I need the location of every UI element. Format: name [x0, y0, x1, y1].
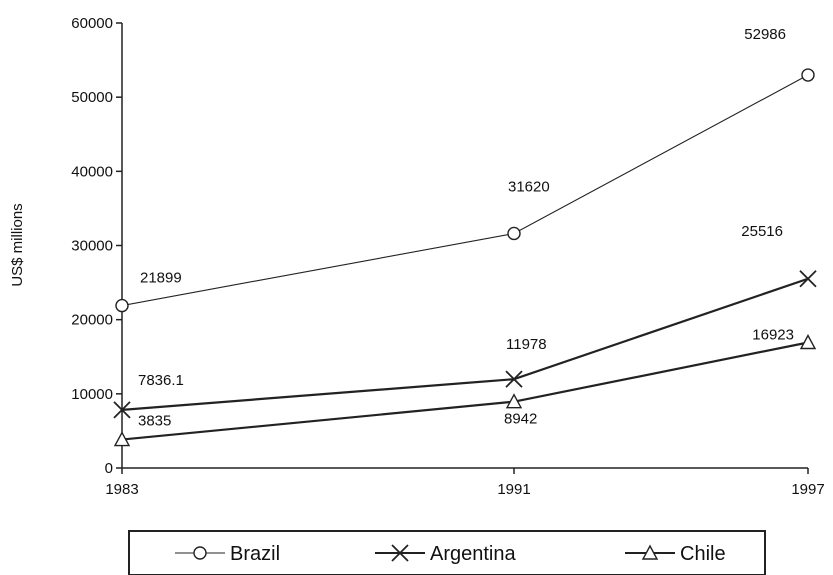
- legend-circle-icon: [193, 546, 207, 560]
- series-layer: [113, 68, 817, 447]
- x-tick-label: 1983: [105, 481, 138, 498]
- legend-label: Argentina: [430, 543, 516, 565]
- series-brazil: [115, 68, 815, 313]
- series-argentina: [113, 270, 817, 419]
- legend-item-chile: Chile: [625, 543, 726, 565]
- legend-item-argentina: Argentina: [375, 543, 516, 565]
- chile-point: [505, 393, 523, 409]
- cross-stroke: [391, 544, 409, 562]
- axes: 0 10000 20000 30000 40000 50000 60000 1983 1991 1…: [71, 15, 824, 498]
- chile-point: [113, 431, 131, 447]
- y-tick-label: 50000: [71, 89, 113, 106]
- cross-stroke: [799, 270, 817, 288]
- brazil-line: [121, 74, 809, 307]
- brazil-point: [507, 226, 521, 241]
- brazil-data-label: 31620: [508, 178, 550, 195]
- argentina-data-label: 25516: [741, 223, 783, 240]
- brazil-point: [115, 298, 129, 313]
- x-tick-label: 1997: [791, 481, 824, 498]
- legend: Brazil Argentina Chile: [128, 530, 766, 575]
- y-tick-label: 30000: [71, 238, 113, 255]
- chile-data-label: 16923: [752, 326, 794, 343]
- y-tick-label: 60000: [71, 15, 113, 32]
- chile-line: [121, 341, 809, 441]
- brazil-point: [801, 68, 815, 82]
- argentina-point: [505, 370, 523, 388]
- brazil-data-label: 21899: [140, 270, 182, 287]
- y-axis-title: US$ millions: [9, 203, 26, 286]
- chile-data-label: 3835: [138, 413, 171, 430]
- legend-label: Brazil: [230, 543, 280, 565]
- argentina-data-label: 7836.1: [138, 372, 184, 389]
- chile-point: [799, 334, 817, 350]
- y-tick-label: 10000: [71, 386, 113, 403]
- x-tick-label: 1991: [497, 481, 530, 498]
- brazil-data-label: 52986: [744, 26, 786, 43]
- argentina-line: [121, 277, 809, 411]
- chile-data-label: 8942: [504, 411, 537, 428]
- argentina-point: [113, 401, 131, 419]
- argentina-data-label: 11978: [506, 336, 547, 353]
- y-tick-label: 20000: [71, 312, 113, 329]
- y-tick-label: 0: [105, 460, 113, 477]
- y-tick-label: 40000: [71, 163, 113, 180]
- legend-cross-icon: [391, 544, 409, 562]
- legend-item-brazil: Brazil: [175, 543, 280, 565]
- cross-stroke: [505, 370, 523, 388]
- cross-stroke: [113, 401, 131, 419]
- series-chile: [113, 334, 817, 447]
- data-labels: 21899 31620 52986 7836.1 11978 25516 3835 8942 1…: [138, 26, 794, 430]
- legend-triangle-icon: [641, 544, 659, 560]
- argentina-point: [799, 270, 817, 288]
- legend-label: Chile: [680, 543, 726, 565]
